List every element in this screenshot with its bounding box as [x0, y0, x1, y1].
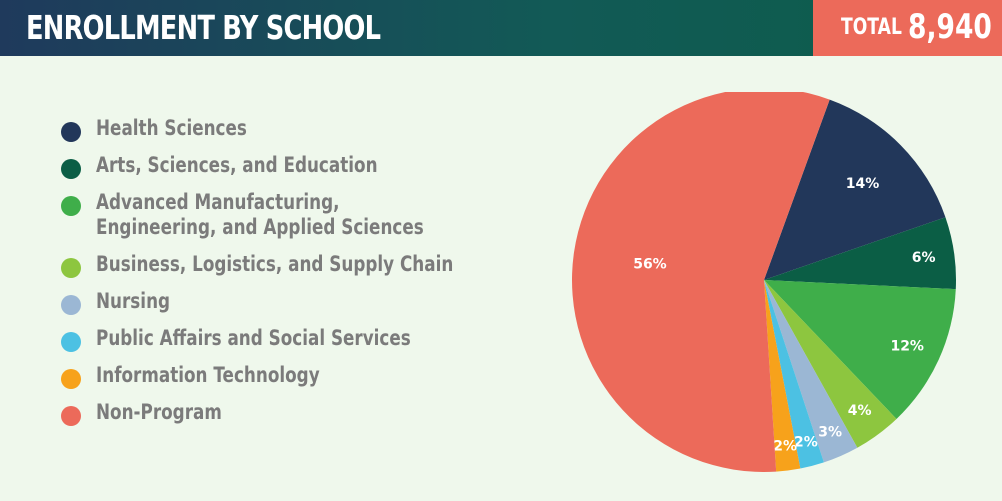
slice-label: 2%	[773, 439, 797, 455]
legend-item: Public Affairs and Social Services	[60, 326, 500, 352]
page-title: ENROLLMENT BY SCHOOL	[26, 8, 381, 47]
legend-swatch	[61, 369, 81, 389]
legend-swatch	[61, 196, 81, 216]
legend-swatch	[61, 295, 81, 315]
legend-label: Public Affairs and Social Services	[96, 326, 411, 350]
total-label: TOTAL	[841, 15, 902, 40]
legend-item: Nursing	[60, 289, 500, 315]
legend-label: Nursing	[96, 289, 171, 313]
slice-label: 2%	[794, 435, 818, 451]
pie-slice	[764, 99, 946, 281]
slice-label: 12%	[890, 338, 924, 354]
legend-item: Business, Logistics, and Supply Chain	[60, 252, 500, 278]
pie-chart: 14%6%12%4%3%2%2%56%	[572, 92, 956, 472]
legend-item: Arts, Sciences, and Education	[60, 153, 500, 179]
legend-item: Advanced Manufacturing, Engineering, and…	[60, 190, 500, 240]
slice-label: 14%	[846, 176, 880, 192]
legend-label: Arts, Sciences, and Education	[96, 153, 378, 177]
pie-slice	[764, 280, 897, 448]
pie-slice	[764, 280, 824, 469]
legend-item: Non-Program	[60, 400, 500, 426]
legend-swatch	[61, 332, 81, 352]
pie-slice	[764, 280, 801, 472]
legend-swatch	[61, 258, 81, 278]
total-box: TOTAL 8,940	[813, 0, 1002, 56]
slice-label: 4%	[848, 403, 872, 419]
legend-label: Non-Program	[96, 400, 222, 424]
legend-label: Information Technology	[96, 363, 320, 387]
pie-slice	[764, 217, 956, 290]
legend: Health Sciences Arts, Sciences, and Educ…	[60, 116, 500, 437]
pie-slice	[764, 280, 858, 463]
pie-slice	[572, 92, 830, 472]
slice-label: 56%	[633, 257, 667, 273]
total-value: 8,940	[908, 7, 992, 47]
legend-label: Advanced Manufacturing, Engineering, and…	[96, 190, 424, 239]
legend-swatch	[61, 159, 81, 179]
legend-item: Information Technology	[60, 363, 500, 389]
pie-slice	[764, 280, 956, 419]
legend-item: Health Sciences	[60, 116, 500, 142]
slice-label: 6%	[912, 250, 936, 266]
legend-label: Business, Logistics, and Supply Chain	[96, 252, 454, 276]
legend-label: Health Sciences	[96, 116, 247, 140]
legend-swatch	[61, 122, 81, 142]
slice-label: 3%	[818, 424, 842, 440]
legend-swatch	[61, 406, 81, 426]
